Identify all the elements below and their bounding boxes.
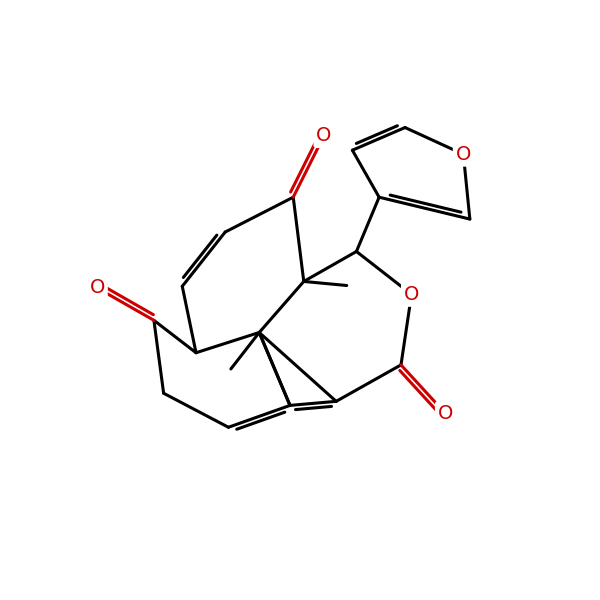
- Text: O: O: [316, 126, 332, 145]
- Text: O: O: [404, 285, 419, 304]
- Text: O: O: [455, 145, 471, 164]
- Text: O: O: [89, 278, 105, 298]
- Text: O: O: [438, 404, 453, 423]
